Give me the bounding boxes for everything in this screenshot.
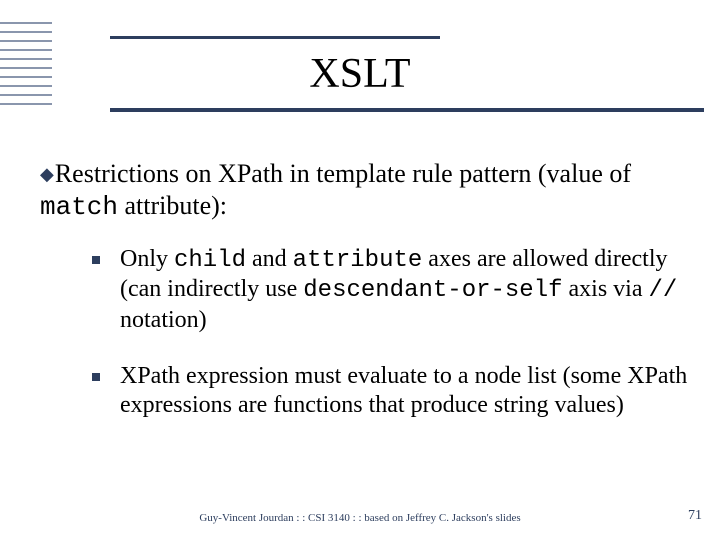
title-top-rule [110,36,440,39]
sub1-t1: Only [120,246,174,272]
square-bullet-icon [92,373,100,381]
sub-bullet-1: Only child and attribute axes are allowe… [92,245,692,335]
sub1-t5: notation) [120,307,207,333]
sub1-t2: and [246,246,293,272]
main-bullet: ◆Restrictions on XPath in template rule … [40,158,700,223]
sub1-t4: axis via [563,276,649,302]
sub1-c2: attribute [293,247,423,274]
main-text-post: attribute): [118,191,227,220]
sub2-text: XPath expression must evaluate to a node… [120,363,687,418]
footer-text: Guy-Vincent Jourdan : : CSI 3140 : : bas… [0,512,720,524]
sub1-c3: descendant-or-self [303,277,562,304]
diamond-bullet-icon: ◆ [40,164,54,186]
sub1-c1: child [174,247,246,274]
main-code: match [40,192,118,222]
slide-title: XSLT [0,50,720,98]
main-text-pre: Restrictions on XPath in template rule p… [55,159,631,188]
sub1-c4: // [649,277,678,304]
sub-bullet-2: XPath expression must evaluate to a node… [92,362,692,421]
page-number: 71 [688,508,702,524]
title-under-rule [110,108,704,112]
square-bullet-icon [92,256,100,264]
